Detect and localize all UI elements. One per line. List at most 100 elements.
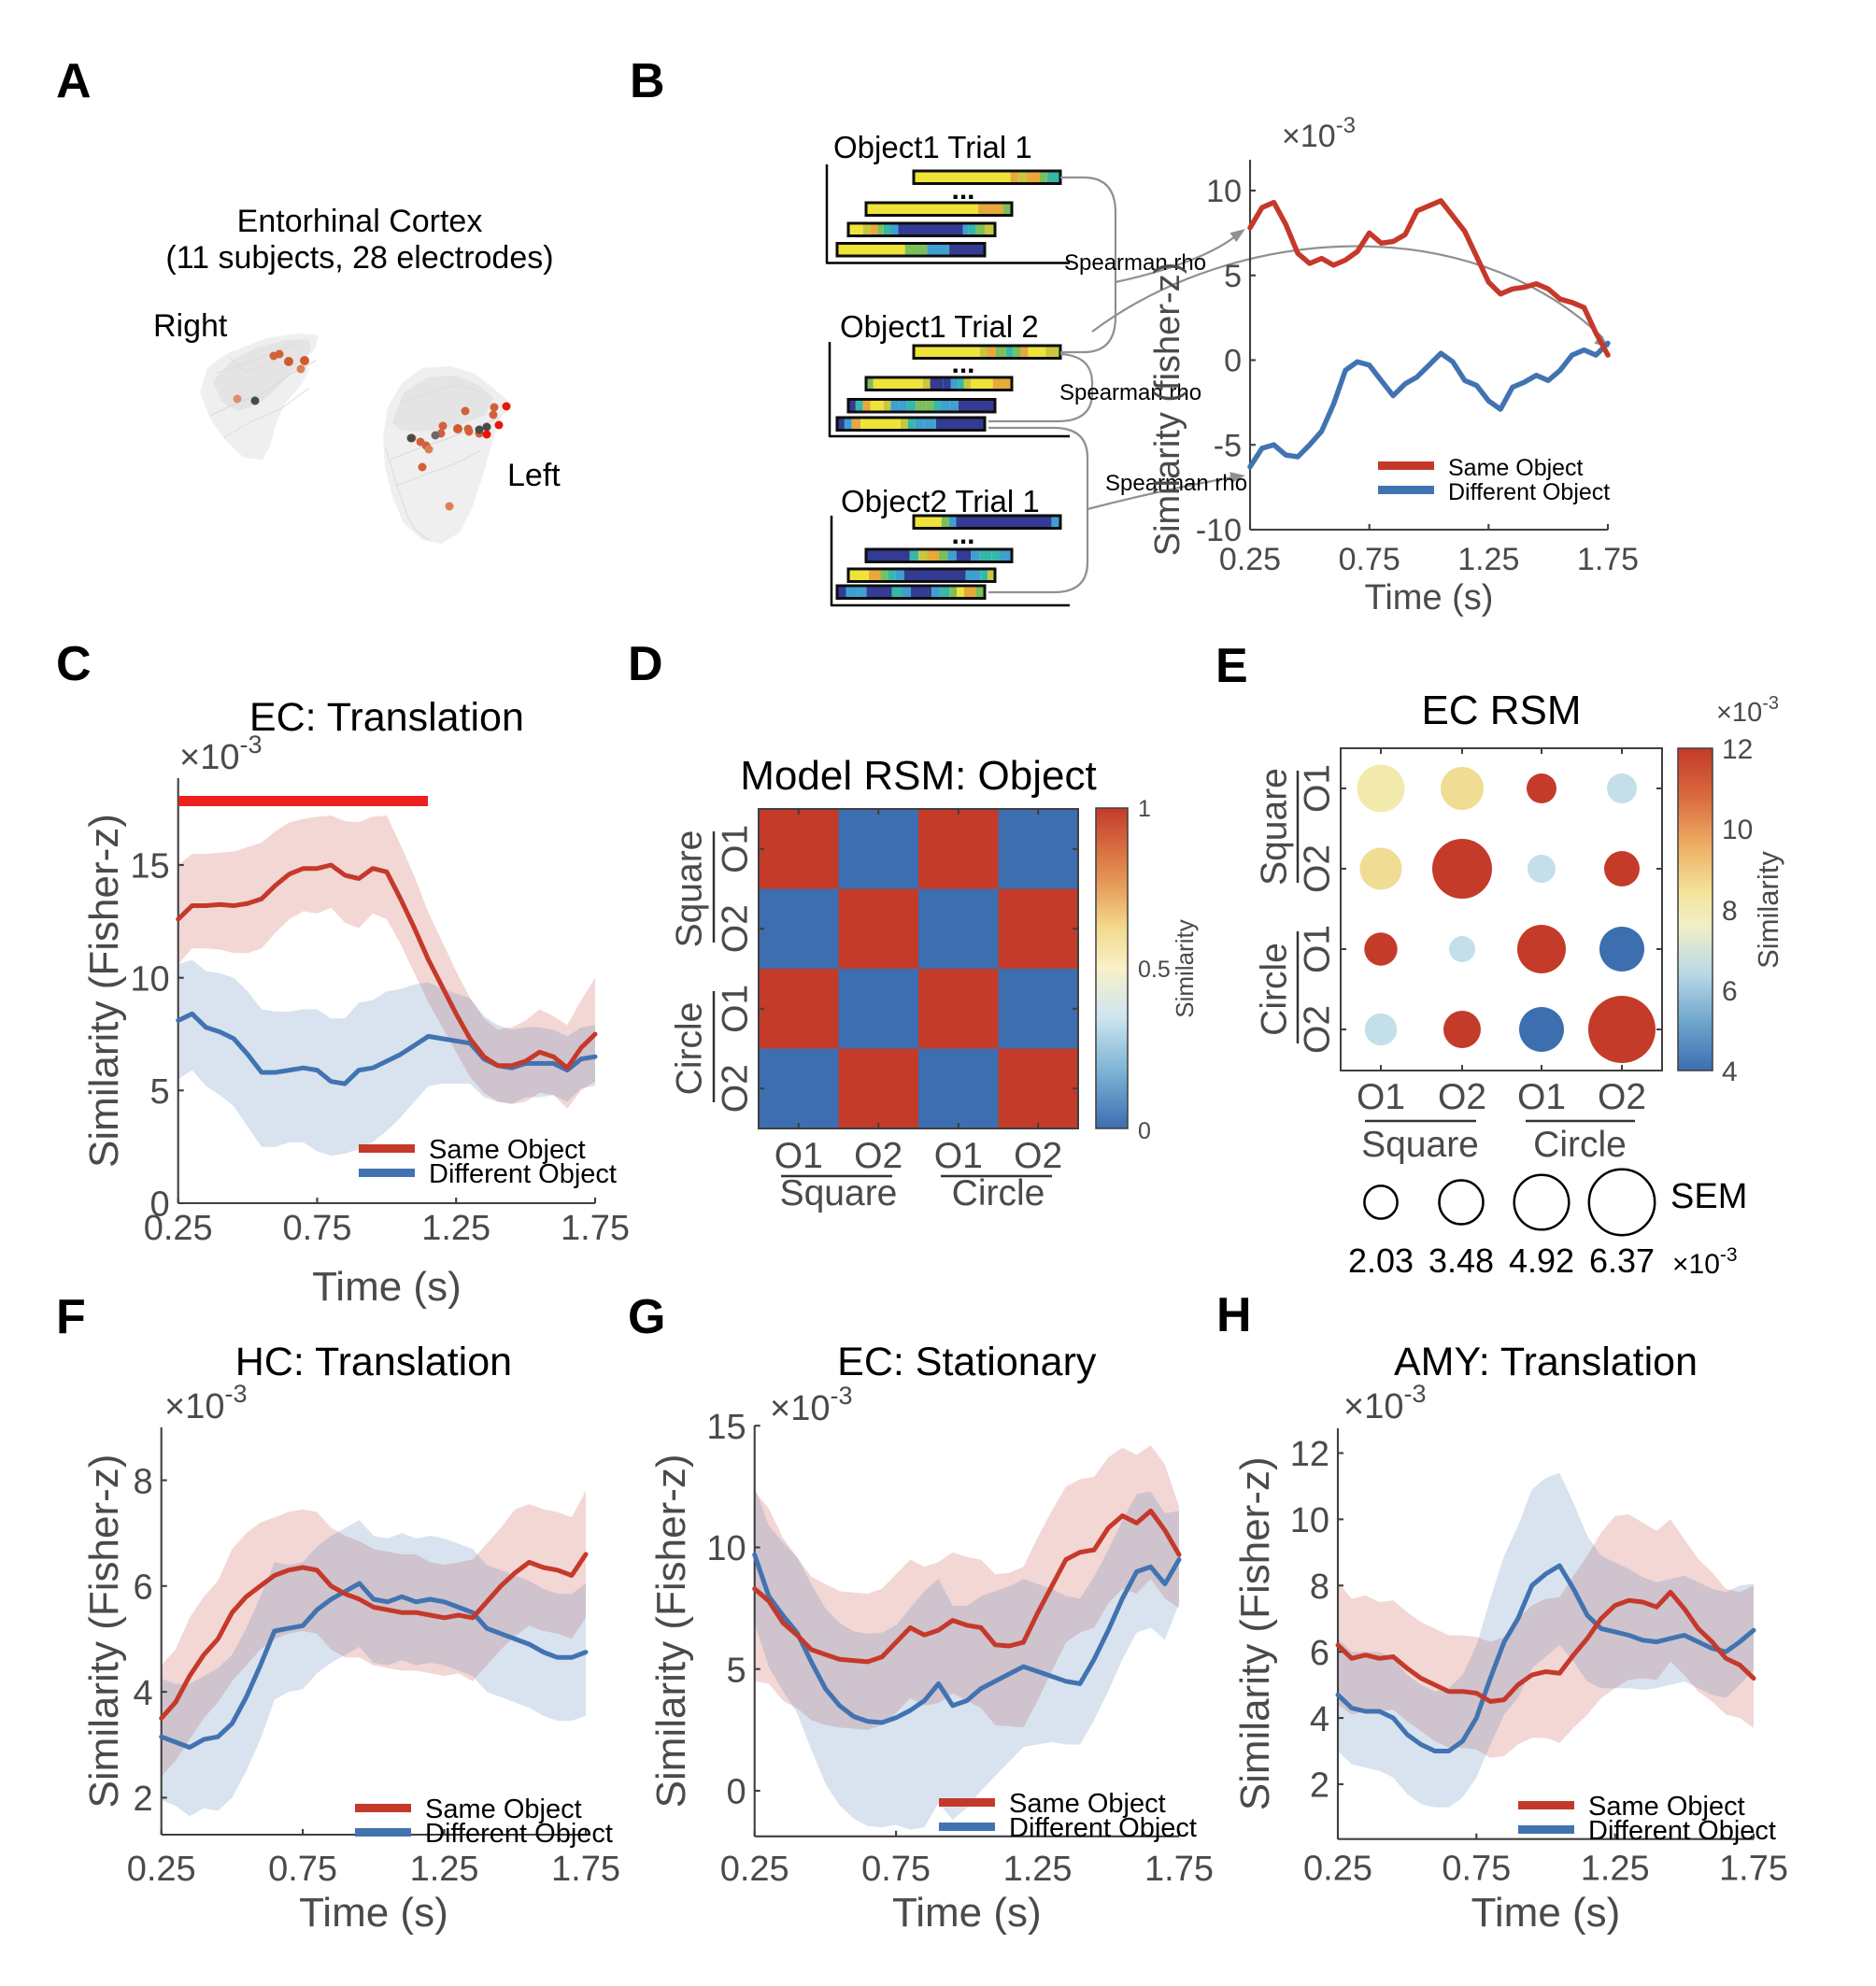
svg-text:1.25: 1.25 xyxy=(410,1850,479,1889)
svg-text:Same Object: Same Object xyxy=(1588,1792,1745,1822)
svg-text:...: ... xyxy=(951,175,974,206)
svg-text:0: 0 xyxy=(1138,1118,1151,1144)
svg-text:Object1 Trial 2: Object1 Trial 2 xyxy=(840,309,1039,344)
svg-text:Object2 Trial 1: Object2 Trial 1 xyxy=(841,484,1040,518)
svg-text:Square: Square xyxy=(780,1173,898,1213)
svg-text:0.5: 0.5 xyxy=(1138,957,1171,983)
svg-text:8: 8 xyxy=(1722,896,1738,927)
svg-text:1.75: 1.75 xyxy=(1577,542,1639,577)
svg-text:Square: Square xyxy=(1254,768,1294,886)
svg-text:15: 15 xyxy=(706,1408,746,1447)
svg-text:Circle: Circle xyxy=(1254,943,1294,1036)
svg-text:Square: Square xyxy=(1361,1125,1479,1165)
svg-text:Different Object: Different Object xyxy=(1448,479,1610,505)
svg-text:8: 8 xyxy=(1310,1568,1329,1607)
svg-text:Similarity (Fisher-z): Similarity (Fisher-z) xyxy=(1232,1456,1278,1810)
svg-text:Same Object: Same Object xyxy=(429,1135,586,1165)
svg-text:Similarity (Fisher-z): Similarity (Fisher-z) xyxy=(81,814,127,1168)
svg-text:1.25: 1.25 xyxy=(1581,1850,1650,1889)
svg-text:4: 4 xyxy=(1310,1700,1329,1739)
svg-text:0.25: 0.25 xyxy=(1219,542,1281,577)
svg-text:O2: O2 xyxy=(1014,1136,1062,1176)
svg-text:G: G xyxy=(628,1290,665,1344)
svg-text:Same Object: Same Object xyxy=(1009,1789,1166,1819)
svg-text:1: 1 xyxy=(1138,796,1151,822)
svg-text:Time (s): Time (s) xyxy=(312,1264,462,1310)
svg-text:Circle: Circle xyxy=(1533,1125,1627,1165)
svg-text:10: 10 xyxy=(130,959,169,999)
svg-text:O2: O2 xyxy=(1297,844,1337,893)
svg-text:-10: -10 xyxy=(1196,513,1242,548)
svg-text:Similarity: Similarity xyxy=(1752,851,1784,969)
svg-text:Circle: Circle xyxy=(952,1173,1045,1213)
svg-text:5: 5 xyxy=(727,1651,746,1690)
svg-text:O2: O2 xyxy=(715,1064,755,1113)
svg-text:0.75: 0.75 xyxy=(1442,1850,1511,1889)
svg-text:...: ... xyxy=(951,519,974,550)
svg-text:O2: O2 xyxy=(715,904,755,953)
svg-text:2.03: 2.03 xyxy=(1348,1241,1414,1280)
svg-text:Time (s): Time (s) xyxy=(1471,1890,1621,1936)
svg-text:Similarity: Similarity xyxy=(1171,919,1199,1017)
svg-text:EC: Stationary: EC: Stationary xyxy=(837,1340,1097,1384)
svg-text:Spearman rho: Spearman rho xyxy=(1059,380,1201,405)
svg-text:10: 10 xyxy=(1206,174,1242,209)
svg-text:Time (s): Time (s) xyxy=(892,1890,1042,1936)
svg-text:0.25: 0.25 xyxy=(127,1850,196,1889)
svg-text:2: 2 xyxy=(134,1780,153,1819)
svg-text:O1: O1 xyxy=(715,825,755,873)
svg-text:0.75: 0.75 xyxy=(1339,542,1400,577)
svg-text:Square: Square xyxy=(669,830,709,948)
svg-text:Same Object: Same Object xyxy=(425,1794,582,1824)
svg-text:0: 0 xyxy=(727,1773,746,1812)
svg-text:Object1 Trial 1: Object1 Trial 1 xyxy=(833,130,1032,164)
svg-text:1.25: 1.25 xyxy=(1457,542,1519,577)
svg-text:12: 12 xyxy=(1722,734,1753,765)
svg-text:Same Object: Same Object xyxy=(1448,455,1584,481)
svg-text:A: A xyxy=(56,54,92,108)
svg-text:(11 subjects, 28 electrodes): (11 subjects, 28 electrodes) xyxy=(165,240,553,276)
svg-text:0.75: 0.75 xyxy=(268,1850,337,1889)
svg-text:O1: O1 xyxy=(1357,1077,1405,1117)
svg-text:10: 10 xyxy=(1290,1501,1329,1540)
svg-text:C: C xyxy=(56,637,92,691)
svg-text:Time (s): Time (s) xyxy=(1365,578,1494,617)
svg-text:O2: O2 xyxy=(1438,1077,1486,1117)
svg-text:12: 12 xyxy=(1290,1435,1329,1474)
svg-text:Different Object: Different Object xyxy=(1588,1816,1776,1846)
svg-text:Entorhinal Cortex: Entorhinal Cortex xyxy=(237,204,483,239)
svg-text:Left: Left xyxy=(507,458,561,493)
svg-text:EC RSM: EC RSM xyxy=(1421,688,1581,733)
svg-text:0.25: 0.25 xyxy=(1303,1850,1372,1889)
svg-text:1.75: 1.75 xyxy=(1719,1850,1788,1889)
svg-text:1.25: 1.25 xyxy=(1003,1850,1073,1889)
svg-text:6.37: 6.37 xyxy=(1589,1241,1655,1280)
svg-text:1.75: 1.75 xyxy=(561,1209,630,1248)
svg-text:Different Object: Different Object xyxy=(425,1819,613,1849)
svg-text:D: D xyxy=(628,637,663,691)
svg-text:E: E xyxy=(1215,639,1248,693)
svg-text:Circle: Circle xyxy=(669,1002,709,1096)
svg-text:10: 10 xyxy=(1722,815,1753,845)
svg-text:6: 6 xyxy=(1722,976,1738,1007)
svg-text:4: 4 xyxy=(134,1674,153,1713)
svg-text:B: B xyxy=(630,54,665,108)
svg-text:0.75: 0.75 xyxy=(861,1850,931,1889)
svg-text:0.25: 0.25 xyxy=(144,1209,213,1248)
svg-text:Right: Right xyxy=(153,308,228,344)
svg-text:8: 8 xyxy=(134,1462,153,1501)
svg-text:Spearman rho: Spearman rho xyxy=(1105,471,1247,496)
svg-text:Different Object: Different Object xyxy=(429,1159,617,1189)
svg-text:...: ... xyxy=(951,348,974,379)
svg-text:-5: -5 xyxy=(1214,429,1242,464)
svg-text:0.75: 0.75 xyxy=(283,1209,352,1248)
svg-text:F: F xyxy=(56,1290,86,1344)
svg-text:0: 0 xyxy=(150,1185,170,1225)
svg-text:6: 6 xyxy=(1310,1634,1329,1673)
svg-text:5: 5 xyxy=(150,1072,170,1112)
svg-text:EC: Translation: EC: Translation xyxy=(249,695,524,740)
svg-text:15: 15 xyxy=(130,847,169,887)
svg-text:Different Object: Different Object xyxy=(1009,1813,1197,1843)
svg-text:3.48: 3.48 xyxy=(1428,1241,1494,1280)
svg-text:O1: O1 xyxy=(715,985,755,1033)
